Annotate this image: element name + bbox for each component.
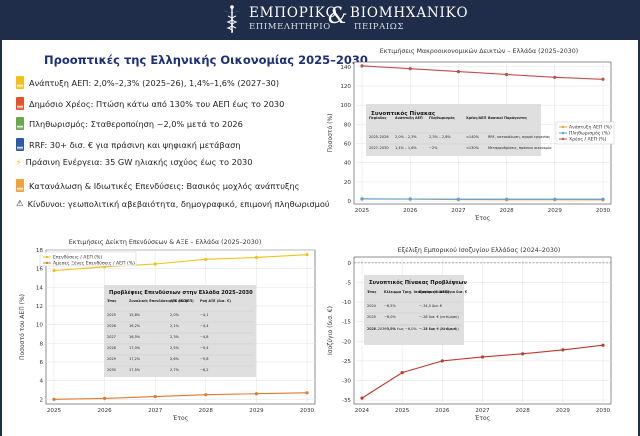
blue-bar-icon	[16, 138, 24, 151]
summary-bullet: Πληθωρισμός: Σταθεροποίηση ~2,0% μετά το…	[16, 117, 243, 130]
green-bar-icon	[16, 117, 24, 130]
summary-bullet-text: Δημόσιο Χρέος: Πτώση κάτω από 130% του Α…	[29, 98, 285, 109]
caduceus-emblem-icon	[223, 5, 241, 33]
summary-bullet-text: Πληθωρισμός: Σταθεροποίηση ~2,0% μετά το…	[29, 118, 243, 129]
warning-icon: ⚠	[16, 199, 24, 209]
summary-bullet-text: Πράσινη Ενέργεια: 35 GW ηλιακής ισχύος έ…	[25, 157, 253, 167]
lightning-icon: ⚡	[16, 157, 22, 167]
summary-bullet: ⚡ Πράσινη Ενέργεια: 35 GW ηλιακής ισχύος …	[16, 157, 252, 167]
summary-bullet-text: Κίνδυνοι: γεωπολιτική αβεβαιότητα, δημογ…	[27, 199, 330, 209]
summary-bullet: Δημόσιο Χρέος: Πτώση κάτω από 130% του Α…	[16, 97, 284, 110]
orange-bar-icon	[16, 179, 24, 192]
chamber-name-line2-right: ΠΕΙΡΑΙΩΣ	[354, 22, 405, 32]
summary-title: Προοπτικές της Ελληνικής Οικονομίας 2025…	[44, 53, 368, 67]
chamber-ampersand: &	[328, 4, 348, 29]
yellow-bar-icon	[16, 76, 24, 89]
summary-bullet-text: Ανάπτυξη ΑΕΠ: 2,0%–2,3% (2025–26), 1,4%–…	[29, 77, 280, 88]
summary-bullet-text: Κατανάλωση & Ιδιωτικές Επενδύσεις: Βασικ…	[29, 180, 300, 191]
summary-bullet: ⚠ Κίνδυνοι: γεωπολιτική αβεβαιότητα, δημο…	[16, 199, 330, 209]
summary-bullet: Κατανάλωση & Ιδιωτικές Επενδύσεις: Βασικ…	[16, 179, 300, 192]
summary-bullet-text: RRF: 30+ δισ. € για πράσινη και ψηφιακή …	[29, 139, 241, 150]
red-bar-icon	[16, 97, 24, 110]
summary-bullet: RRF: 30+ δισ. € για πράσινη και ψηφιακή …	[16, 138, 240, 151]
chamber-name-line1-left: ΕΜΠΟΡΙΚΟ	[249, 5, 338, 21]
chamber-name-line1-right: ΒΙΟΜΗΧΑΝΙΚΟ	[350, 5, 469, 21]
summary-bullet: Ανάπτυξη ΑΕΠ: 2,0%–2,3% (2025–26), 1,4%–…	[16, 76, 279, 89]
chamber-header: ΕΜΠΟΡΙΚΟ & ΒΙΟΜΗΧΑΝΙΚΟ ΕΠΙΜΕΛΗΤΗΡΙΟ ΠΕΙΡ…	[0, 0, 640, 40]
chamber-name-line2-left: ΕΠΙΜΕΛΗΤΗΡΙΟ	[249, 22, 331, 32]
